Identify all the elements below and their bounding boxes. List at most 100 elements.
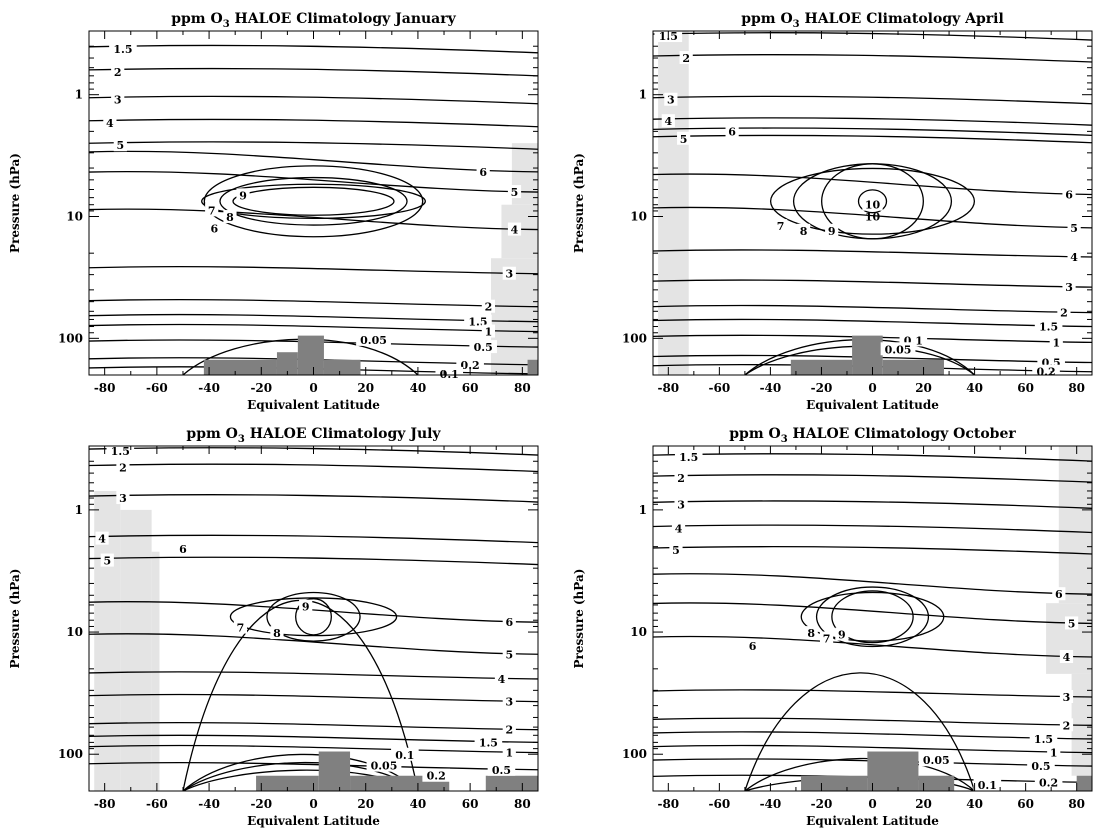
contour-line xyxy=(653,500,1092,509)
contour-line xyxy=(653,573,1092,595)
contour-value-label: 3 xyxy=(1065,281,1073,294)
contour-line xyxy=(653,474,1092,483)
contour-line xyxy=(89,118,538,128)
contour-line xyxy=(653,318,1092,328)
contour-line xyxy=(653,602,1092,625)
contour-line xyxy=(653,453,1092,462)
tropopause-block xyxy=(318,751,351,791)
x-tick-label: 60 xyxy=(462,797,479,811)
y-axis-label: Pressure (hPa) xyxy=(572,569,586,669)
tropopause-block xyxy=(852,335,883,375)
y-tick-label: 100 xyxy=(622,747,647,761)
x-tick-label: -80 xyxy=(94,381,116,395)
contour-value-label: 9 xyxy=(302,601,310,614)
contour-value-label: 6 xyxy=(728,125,736,138)
panel-july: 1.5 2 3 4 5 6 7 8 9 6 5 4 3 2 1.5 1 0.5 0.2 0.10.05 -80 -60 -… xyxy=(8,426,539,828)
contour-value-label: 5 xyxy=(511,186,519,199)
contour-line xyxy=(89,633,538,655)
contour-value-label: 6 xyxy=(749,640,757,653)
contour-value-label: 1.5 xyxy=(111,445,130,458)
contour-line xyxy=(89,744,538,754)
tropopause-block xyxy=(882,359,944,375)
missing-data-region xyxy=(658,31,689,375)
contour-value-label: 0.2 xyxy=(1039,776,1058,789)
y-tick-label: 10 xyxy=(630,625,647,639)
contour-value-label: 5 xyxy=(1068,617,1076,630)
contour-line xyxy=(821,163,924,240)
tropopause-block xyxy=(1076,775,1092,791)
y-axis-label: Pressure (hPa) xyxy=(572,153,586,253)
contour-value-label: 2 xyxy=(505,724,513,737)
missing-data-region xyxy=(1058,446,1092,604)
contour-line xyxy=(653,95,1092,105)
contour-value-label: 1 xyxy=(485,326,493,339)
panel-title: ppm O3 HALOE Climatology July xyxy=(186,426,441,445)
plot-frame xyxy=(652,445,1093,792)
contour-line xyxy=(89,494,538,503)
x-tick-label: -80 xyxy=(657,797,679,811)
contour-line xyxy=(653,524,1092,534)
y-tick-label: 10 xyxy=(66,625,83,639)
x-tick-label: -60 xyxy=(146,797,168,811)
x-tick-label: 0 xyxy=(309,381,317,395)
y-axis-label: Pressure (hPa) xyxy=(8,569,22,669)
x-tick-label: 20 xyxy=(915,381,932,395)
y-tick-label: 1 xyxy=(75,503,83,517)
x-tick-label: -60 xyxy=(709,797,731,811)
x-tick-label: -40 xyxy=(760,797,782,811)
contour-value-label: 3 xyxy=(114,94,122,107)
contour-line xyxy=(89,601,538,623)
contour-value-label: 1 xyxy=(1052,336,1060,349)
contour-line xyxy=(266,591,361,642)
contour-line xyxy=(89,141,538,150)
contour-value-label: 10 xyxy=(865,199,881,212)
contour-value-label: 6 xyxy=(1055,588,1063,601)
x-tick-label: 60 xyxy=(462,381,479,395)
contour-line xyxy=(857,189,888,214)
contour-line xyxy=(653,744,1092,754)
contour-line xyxy=(203,165,424,238)
contour-value-label: 2 xyxy=(114,66,122,79)
contour-value-label: 2 xyxy=(485,301,493,314)
x-tick-label: 80 xyxy=(1068,797,1085,811)
contour-value-label: 9 xyxy=(828,225,836,238)
contour-value-label: 1.5 xyxy=(679,451,698,464)
x-tick-label: 40 xyxy=(966,797,983,811)
x-axis-label: Equivalent Latitude xyxy=(806,814,939,828)
contour-value-label: 0.05 xyxy=(885,343,912,356)
contour-value-label: 6 xyxy=(210,223,218,236)
y-tick-label: 100 xyxy=(58,747,83,761)
tropopause-block xyxy=(323,359,361,375)
x-tick-label: -20 xyxy=(811,381,833,395)
y-tick-label: 1 xyxy=(639,503,647,517)
contour-line xyxy=(89,447,538,456)
x-tick-label: 20 xyxy=(915,797,932,811)
contour-line xyxy=(653,32,1092,41)
contour-line xyxy=(229,597,398,637)
x-tick-label: 0 xyxy=(309,797,317,811)
contour-line xyxy=(831,590,914,644)
contour-value-label: 7 xyxy=(823,633,831,646)
tropopause-block xyxy=(276,352,298,375)
x-tick-label: -60 xyxy=(146,381,168,395)
tropopause-block xyxy=(527,359,538,375)
contour-line xyxy=(89,44,538,54)
x-tick-label: -20 xyxy=(250,797,272,811)
panel-title: ppm O3 HALOE Climatology January xyxy=(171,11,456,30)
contour-line xyxy=(295,598,332,636)
contour-value-label: 7 xyxy=(208,204,216,217)
contour-value-label: 3 xyxy=(505,268,513,281)
contour-value-label: 1 xyxy=(1050,747,1058,760)
contour-value-label: 0.5 xyxy=(492,764,511,777)
contour-value-label: 2 xyxy=(119,462,127,475)
panel-title: ppm O3 HALOE Climatology October xyxy=(729,426,1016,445)
contour-value-label: 5 xyxy=(672,544,680,557)
x-tick-label: 80 xyxy=(1068,381,1085,395)
y-tick-label: 1 xyxy=(639,88,647,102)
x-tick-label: 80 xyxy=(514,797,531,811)
contour-line xyxy=(232,186,395,216)
contour-line xyxy=(653,54,1092,63)
contour-value-label: 1.5 xyxy=(1034,733,1053,746)
contour-line xyxy=(653,249,1092,258)
